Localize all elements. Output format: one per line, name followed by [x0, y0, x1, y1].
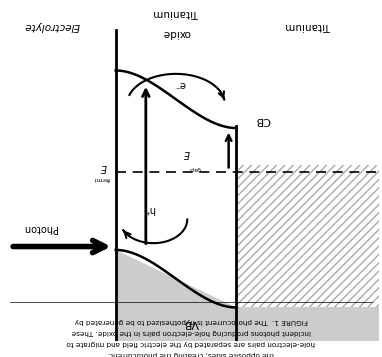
- Text: Photon: Photon: [23, 223, 57, 233]
- Bar: [236, 307, 379, 341]
- Text: the opposite sides, creating the photocurrent.: the opposite sides, creating the photocu…: [108, 351, 274, 357]
- Text: FIGURE 1.  The photocurrent is hypothesized to be generated by: FIGURE 1. The photocurrent is hypothesiz…: [74, 318, 308, 324]
- Text: Titanium: Titanium: [285, 21, 330, 31]
- Text: E: E: [100, 162, 106, 172]
- Bar: [236, 165, 379, 341]
- Text: VB: VB: [183, 318, 199, 328]
- Text: incident photons producing hole-electron pairs in the oxide. These: incident photons producing hole-electron…: [71, 329, 311, 335]
- Text: E: E: [183, 149, 189, 159]
- Text: oxide: oxide: [162, 28, 190, 38]
- Text: Electrolyte: Electrolyte: [24, 21, 79, 31]
- Text: h⁺: h⁺: [144, 204, 155, 214]
- Polygon shape: [116, 250, 236, 341]
- Text: hole-electron pairs are separated by the electric field and migrate to: hole-electron pairs are separated by the…: [67, 340, 315, 346]
- Text: e⁻: e⁻: [174, 79, 185, 89]
- Text: fermi: fermi: [94, 176, 110, 181]
- Text: gap: gap: [189, 166, 201, 171]
- Text: CB: CB: [255, 115, 270, 125]
- Text: Titanium: Titanium: [153, 8, 199, 18]
